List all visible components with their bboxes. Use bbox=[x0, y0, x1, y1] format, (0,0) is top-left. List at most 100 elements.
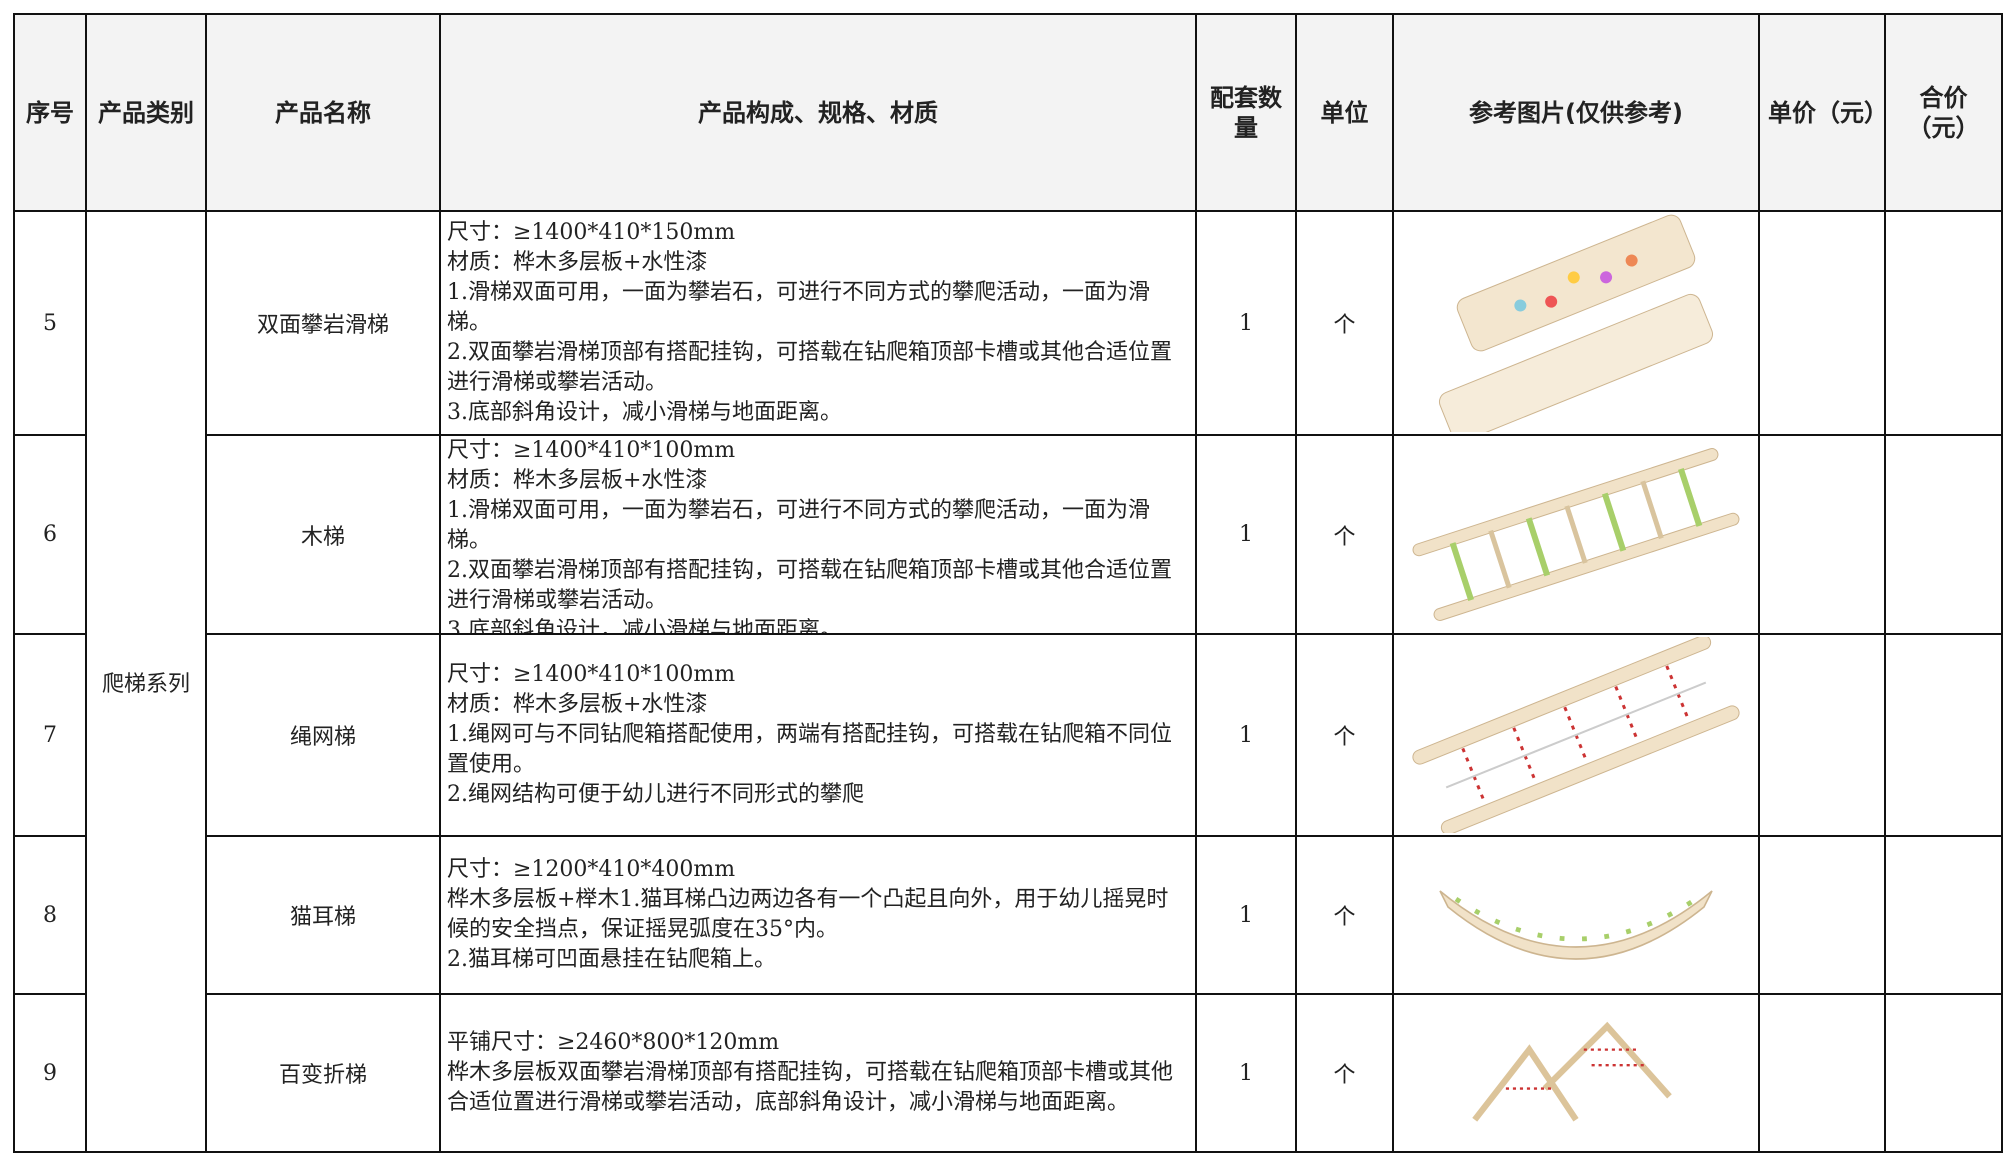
header-cell: 合价（元） bbox=[1886, 13, 2003, 212]
spec-line: 2.猫耳梯可凹面悬挂在钻爬箱上。 bbox=[447, 947, 776, 972]
header-cell: 参考图片(仅供参考) bbox=[1394, 13, 1760, 212]
quantity: 1 bbox=[1239, 522, 1253, 547]
spec-cell: 尺寸：≥1200*410*400mm 桦木多层板+榉木1.猫耳梯凸边两边各有一个凸… bbox=[441, 837, 1197, 995]
header-cell: 单价（元） bbox=[1760, 13, 1886, 212]
unit: 个 bbox=[1333, 725, 1356, 750]
spec-line: 平铺尺寸：≥2460*800*120mm bbox=[447, 1030, 780, 1055]
qty-cell: 1 bbox=[1197, 635, 1297, 837]
name-cell: 木梯 bbox=[207, 436, 441, 635]
spec-line: 2.绳网结构可便于幼儿进行不同形式的攀爬 bbox=[447, 782, 864, 807]
number-cell: 5 bbox=[13, 212, 87, 436]
name-cell: 百变折梯 bbox=[207, 995, 441, 1153]
spec-line: 3.底部斜角设计，减小滑梯与地面距离。 bbox=[447, 618, 842, 635]
spec-cell: 平铺尺寸：≥2460*800*120mm 桦木多层板双面攀岩滑梯顶部有搭配挂钩，可… bbox=[441, 995, 1197, 1153]
row-number: 6 bbox=[43, 522, 57, 547]
qty-cell: 1 bbox=[1197, 436, 1297, 635]
header-cell: 单位 bbox=[1297, 13, 1394, 212]
price-cell bbox=[1760, 837, 1886, 995]
price-cell bbox=[1760, 212, 1886, 436]
total-cell bbox=[1886, 635, 2003, 837]
product-image bbox=[1472, 1021, 1672, 1122]
image-cell bbox=[1394, 995, 1760, 1153]
spec-line: 材质：桦木多层板+水性漆 bbox=[447, 692, 708, 717]
unit: 个 bbox=[1333, 1063, 1356, 1088]
product-image bbox=[1439, 890, 1713, 960]
name-cell: 双面攀岩滑梯 bbox=[207, 212, 441, 436]
quantity: 1 bbox=[1239, 310, 1253, 336]
product-name: 绳网梯 bbox=[289, 725, 356, 750]
product-name: 猫耳梯 bbox=[289, 905, 356, 930]
spec-cell: 尺寸：≥1400*410*100mm 材质：桦木多层板+水性漆 1.绳网可与不同钻爬… bbox=[441, 635, 1197, 837]
image-cell bbox=[1394, 837, 1760, 995]
spec-cell: 尺寸：≥1400*410*100mm 材质：桦木多层板+水性漆 1.滑梯双面可用，一… bbox=[441, 436, 1197, 635]
number-cell: 9 bbox=[13, 995, 87, 1153]
header-text: 合价（元） bbox=[1907, 83, 1980, 142]
qty-cell: 1 bbox=[1197, 837, 1297, 995]
header-text: 单位 bbox=[1320, 98, 1369, 127]
image-cell bbox=[1394, 635, 1760, 837]
header-text: 配套数量 bbox=[1210, 83, 1282, 142]
total-cell bbox=[1886, 436, 2003, 635]
spec-line: 尺寸：≥1400*410*100mm bbox=[447, 662, 736, 687]
product-name: 双面攀岩滑梯 bbox=[256, 313, 389, 338]
spec-line: 尺寸：≥1400*410*100mm bbox=[447, 438, 736, 463]
quantity: 1 bbox=[1239, 1060, 1253, 1086]
total-cell bbox=[1886, 995, 2003, 1153]
header-cell: 配套数量 bbox=[1197, 13, 1297, 212]
unit-cell: 个 bbox=[1297, 212, 1394, 436]
spec-line: 2.双面攀岩滑梯顶部有搭配挂钩，可搭载在钻爬箱顶部卡槽或其他合适位置进行滑梯或攀… bbox=[447, 340, 1172, 395]
name-cell: 绳网梯 bbox=[207, 635, 441, 837]
number-cell: 7 bbox=[13, 635, 87, 837]
header-text: 参考图片(仅供参考) bbox=[1469, 98, 1683, 127]
product-image bbox=[1438, 214, 1714, 432]
header-cell: 产品类别 bbox=[87, 13, 207, 212]
spec-line: 1.滑梯双面可用，一面为攀岩石，可进行不同方式的攀爬活动，一面为滑梯。 bbox=[447, 280, 1150, 335]
header-text: 产品构成、规格、材质 bbox=[698, 98, 938, 127]
spec-line: 桦木多层板+榉木1.猫耳梯凸边两边各有一个凸起且向外，用于幼儿摇晃时候的安全挡点… bbox=[447, 887, 1169, 942]
header-text: 产品类别 bbox=[98, 98, 194, 127]
row-number: 5 bbox=[43, 310, 57, 336]
spec-line: 3.底部斜角设计，减小滑梯与地面距离。 bbox=[447, 400, 842, 425]
header-text: 产品名称 bbox=[275, 98, 371, 127]
product-name: 木梯 bbox=[300, 524, 345, 550]
spec-line: 桦木多层板双面攀岩滑梯顶部有搭配挂钩，可搭载在钻爬箱顶部卡槽或其他合适位置进行滑… bbox=[447, 1060, 1174, 1115]
product-name: 百变折梯 bbox=[278, 1063, 367, 1088]
spec-line: 2.双面攀岩滑梯顶部有搭配挂钩，可搭载在钻爬箱顶部卡槽或其他合适位置进行滑梯或攀… bbox=[447, 558, 1172, 613]
price-cell bbox=[1760, 635, 1886, 837]
row-number: 7 bbox=[43, 722, 57, 748]
row-number: 8 bbox=[43, 902, 57, 928]
header-text: 单价（元） bbox=[1768, 98, 1886, 127]
name-cell: 猫耳梯 bbox=[207, 837, 441, 995]
spec-line: 尺寸：≥1200*410*400mm bbox=[447, 857, 736, 882]
spec-line: 1.绳网可与不同钻爬箱搭配使用，两端有搭配挂钩，可搭载在钻爬箱不同位置使用。 bbox=[447, 722, 1172, 777]
header-cell: 产品名称 bbox=[207, 13, 441, 212]
total-cell bbox=[1886, 837, 2003, 995]
spec-line: 材质：桦木多层板+水性漆 bbox=[447, 250, 708, 275]
product-image bbox=[1412, 637, 1740, 833]
unit: 个 bbox=[1333, 905, 1356, 930]
spec-line: 1.滑梯双面可用，一面为攀岩石，可进行不同方式的攀爬活动，一面为滑梯。 bbox=[447, 498, 1150, 553]
unit: 个 bbox=[1333, 313, 1356, 338]
price-cell bbox=[1760, 995, 1886, 1153]
number-cell: 8 bbox=[13, 837, 87, 995]
unit-cell: 个 bbox=[1297, 995, 1394, 1153]
image-cell bbox=[1394, 436, 1760, 635]
header-text: 序号 bbox=[26, 98, 74, 127]
row-number: 9 bbox=[43, 1060, 57, 1086]
product-image bbox=[1412, 448, 1740, 621]
number-cell: 6 bbox=[13, 436, 87, 635]
total-cell bbox=[1886, 212, 2003, 436]
category-text: 爬梯系列 bbox=[101, 671, 190, 697]
header-cell: 序号 bbox=[13, 13, 87, 212]
quantity: 1 bbox=[1239, 902, 1253, 928]
qty-cell: 1 bbox=[1197, 212, 1297, 436]
unit-cell: 个 bbox=[1297, 436, 1394, 635]
unit-cell: 个 bbox=[1297, 837, 1394, 995]
spec-line: 材质：桦木多层板+水性漆 bbox=[447, 468, 708, 493]
unit-cell: 个 bbox=[1297, 635, 1394, 837]
header-cell: 产品构成、规格、材质 bbox=[441, 13, 1197, 212]
spec-line: 尺寸：≥1400*410*150mm bbox=[447, 220, 736, 245]
image-cell bbox=[1394, 212, 1760, 436]
spec-cell: 尺寸：≥1400*410*150mm 材质：桦木多层板+水性漆 1.滑梯双面可用，一… bbox=[441, 212, 1197, 436]
